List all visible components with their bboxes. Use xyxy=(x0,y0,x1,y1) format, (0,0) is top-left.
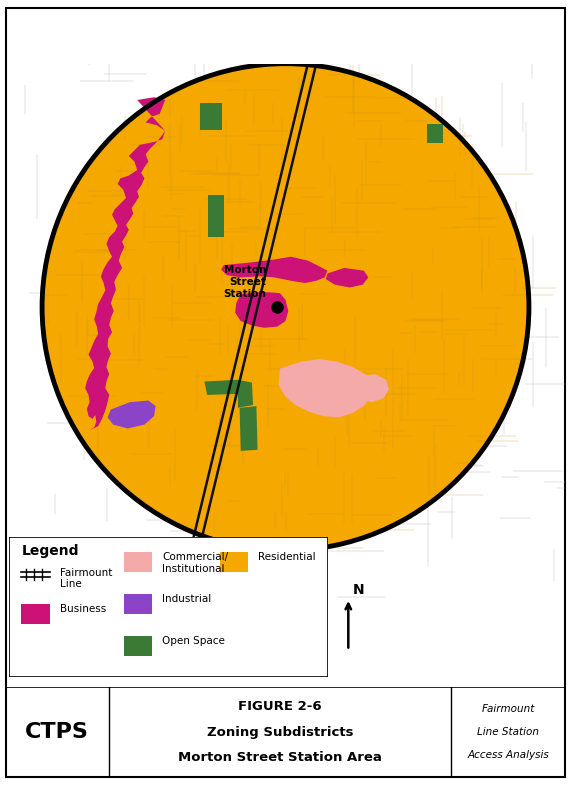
Bar xyxy=(427,123,443,143)
Bar xyxy=(124,553,152,571)
Text: N: N xyxy=(353,582,364,597)
Polygon shape xyxy=(221,257,327,283)
Text: CTPS: CTPS xyxy=(25,722,89,742)
Circle shape xyxy=(42,64,529,550)
Text: Morton
Street
Station: Morton Street Station xyxy=(223,265,266,298)
Bar xyxy=(124,594,152,614)
Text: Residential: Residential xyxy=(258,553,316,562)
Text: Fairmount: Fairmount xyxy=(481,704,535,714)
Text: Business: Business xyxy=(60,604,106,614)
Text: Access Analysis: Access Analysis xyxy=(467,750,549,760)
Text: FIGURE 2-6: FIGURE 2-6 xyxy=(238,700,321,714)
Text: Commercial/
Institutional: Commercial/ Institutional xyxy=(162,553,228,574)
Polygon shape xyxy=(326,268,368,287)
Polygon shape xyxy=(240,406,258,451)
Text: Zoning Subdistricts: Zoning Subdistricts xyxy=(207,725,353,739)
Polygon shape xyxy=(204,380,253,407)
Text: Open Space: Open Space xyxy=(162,636,225,646)
Text: Industrial: Industrial xyxy=(162,594,211,604)
Polygon shape xyxy=(352,374,389,402)
Text: Legend: Legend xyxy=(21,544,79,558)
Bar xyxy=(124,636,152,655)
Bar xyxy=(200,103,222,130)
Polygon shape xyxy=(85,97,165,430)
Polygon shape xyxy=(235,292,288,328)
Bar xyxy=(208,195,224,237)
Polygon shape xyxy=(279,359,374,418)
Polygon shape xyxy=(107,400,156,429)
Text: Morton Street Station Area: Morton Street Station Area xyxy=(178,750,382,764)
Bar xyxy=(21,604,50,623)
Text: Line Station: Line Station xyxy=(477,727,539,737)
Bar xyxy=(220,553,248,571)
Text: Fairmount
Line: Fairmount Line xyxy=(60,568,112,590)
